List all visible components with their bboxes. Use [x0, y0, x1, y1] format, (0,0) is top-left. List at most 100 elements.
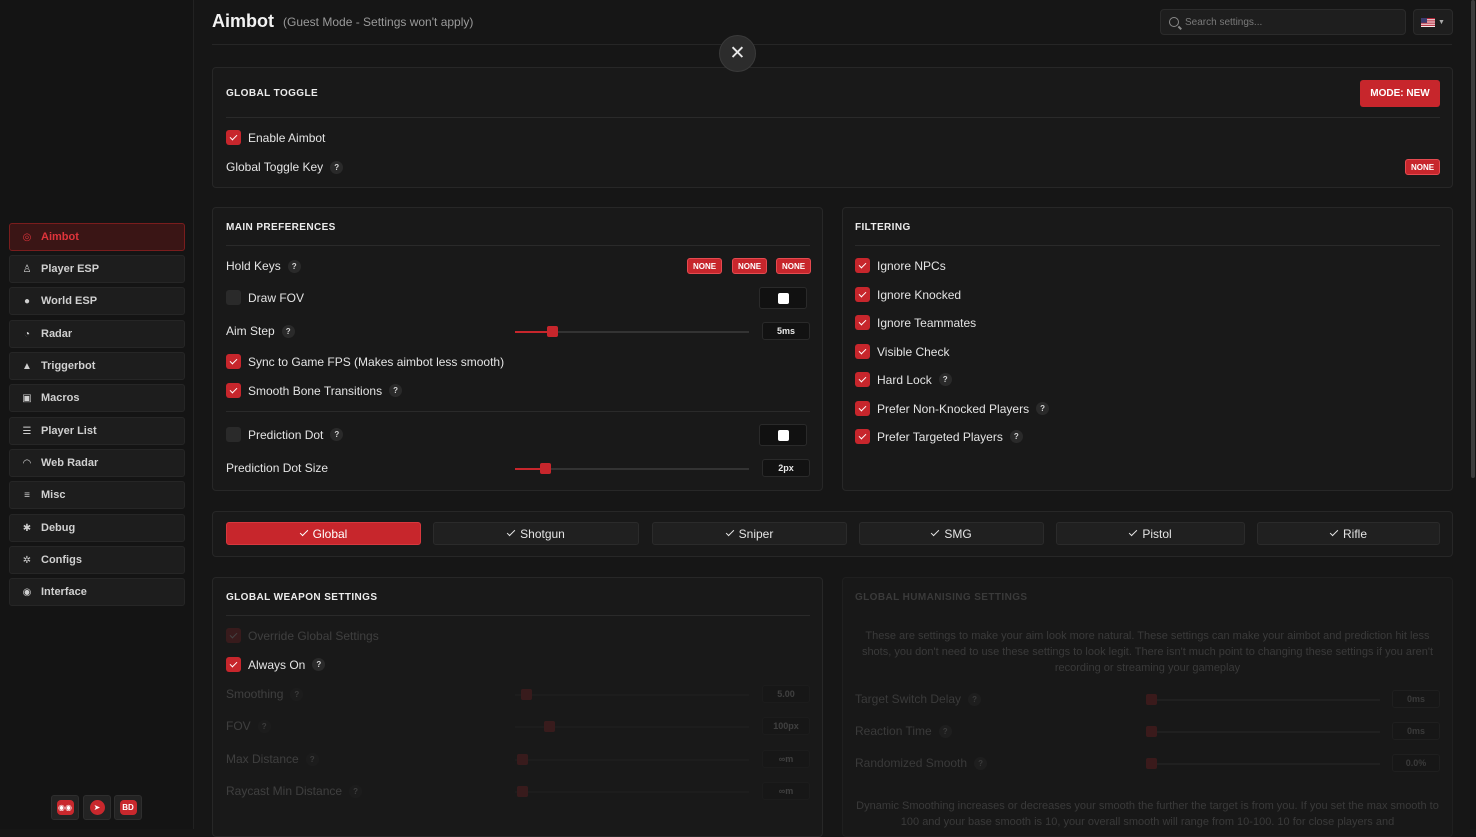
raycast-slider[interactable] — [515, 786, 749, 797]
hold-key-2-button[interactable]: NONE — [732, 258, 768, 274]
slider-fill — [515, 468, 545, 470]
discord-button[interactable]: ◉◉ — [51, 795, 79, 820]
mode-button[interactable]: MODE: NEW — [1360, 80, 1440, 107]
sidebar-item-macros[interactable]: ▣ Macros — [9, 384, 185, 412]
sidebar-item-player-esp[interactable]: ♙ Player ESP — [9, 255, 185, 283]
slider-knob[interactable] — [1146, 726, 1157, 737]
help-icon[interactable]: ? — [389, 384, 403, 397]
reaction-time-slider[interactable] — [1146, 726, 1380, 737]
draw-fov-checkbox[interactable] — [226, 290, 241, 305]
tab-global[interactable]: Global — [226, 522, 421, 545]
override-global-checkbox[interactable] — [226, 628, 241, 643]
fov-value[interactable]: 100px — [762, 717, 810, 735]
slider-knob[interactable] — [540, 463, 551, 474]
smoothing-value[interactable]: 5.00 — [762, 685, 810, 703]
smooth-bone-checkbox[interactable] — [226, 383, 241, 398]
sidebar-item-aimbot[interactable]: ◎ Aimbot — [9, 223, 185, 251]
slider-knob[interactable] — [547, 326, 558, 337]
telegram-button[interactable]: ➤ — [83, 795, 111, 820]
tab-smg[interactable]: SMG — [859, 522, 1044, 545]
ignore-npcs-checkbox[interactable] — [855, 258, 870, 273]
visible-check-checkbox[interactable] — [855, 344, 870, 359]
target-switch-value[interactable]: 0ms — [1392, 690, 1440, 708]
close-button[interactable]: ✕ — [719, 35, 756, 72]
help-icon[interactable]: ? — [330, 428, 344, 441]
reaction-time-value[interactable]: 0ms — [1392, 722, 1440, 740]
max-distance-value[interactable]: ∞m — [762, 750, 810, 768]
sidebar-item-debug[interactable]: ✱ Debug — [9, 514, 185, 542]
help-icon[interactable]: ? — [287, 259, 301, 273]
help-icon[interactable]: ? — [330, 160, 344, 174]
sync-fps-checkbox[interactable] — [226, 354, 241, 369]
hold-key-1-button[interactable]: NONE — [687, 258, 723, 274]
help-icon[interactable]: ? — [281, 324, 295, 338]
randomized-smooth-slider[interactable] — [1146, 758, 1380, 769]
help-icon[interactable]: ? — [290, 687, 304, 701]
search-box[interactable] — [1160, 9, 1406, 35]
sidebar-item-triggerbot[interactable]: ▲ Triggerbot — [9, 352, 185, 380]
aim-step-slider[interactable] — [515, 326, 749, 337]
raycast-value[interactable]: ∞m — [762, 782, 810, 800]
slider-knob[interactable] — [521, 689, 532, 700]
ignore-teammates-checkbox[interactable] — [855, 315, 870, 330]
ignore-knocked-checkbox[interactable] — [855, 287, 870, 302]
bd-button[interactable]: BD — [114, 795, 142, 820]
prediction-dot-color-picker[interactable] — [759, 424, 807, 446]
filter-label: Prefer Targeted Players — [877, 429, 1003, 444]
sidebar-item-web-radar[interactable]: ◠ Web Radar — [9, 449, 185, 477]
bd-icon: BD — [119, 800, 137, 815]
tab-sniper[interactable]: Sniper — [652, 522, 847, 545]
prediction-dot-checkbox[interactable] — [226, 427, 241, 442]
tab-rifle[interactable]: Rifle — [1257, 522, 1440, 545]
global-toggle-key-button[interactable]: NONE — [1405, 159, 1441, 175]
sidebar-item-misc[interactable]: ≡ Misc — [9, 481, 185, 509]
help-icon[interactable]: ? — [1009, 430, 1023, 443]
hold-key-3-button[interactable]: NONE — [776, 258, 812, 274]
fov-color-picker[interactable] — [759, 287, 807, 309]
fov-slider[interactable] — [515, 721, 749, 732]
smoothing-row: Smoothing? — [226, 687, 304, 701]
help-icon[interactable]: ? — [305, 752, 319, 766]
search-input[interactable] — [1185, 16, 1385, 28]
prediction-dot-size-slider[interactable] — [515, 463, 749, 474]
enable-aimbot-checkbox[interactable] — [226, 130, 241, 145]
help-icon[interactable]: ? — [974, 756, 988, 770]
hard-lock-checkbox[interactable] — [855, 372, 870, 387]
help-icon[interactable]: ? — [1036, 402, 1050, 415]
max-distance-slider[interactable] — [515, 754, 749, 765]
slider-knob[interactable] — [517, 754, 528, 765]
language-select[interactable]: ▼ — [1413, 9, 1453, 35]
robot-icon: ▣ — [22, 392, 32, 404]
always-on-checkbox[interactable] — [226, 657, 241, 672]
tab-pistol[interactable]: Pistol — [1056, 522, 1245, 545]
help-icon[interactable]: ? — [938, 724, 952, 738]
target-switch-slider[interactable] — [1146, 694, 1380, 705]
scrollbar-thumb[interactable] — [1471, 0, 1475, 478]
sidebar-item-player-list[interactable]: ☰ Player List — [9, 417, 185, 445]
header-divider — [212, 44, 1452, 45]
tab-shotgun[interactable]: Shotgun — [433, 522, 639, 545]
sidebar-item-world-esp[interactable]: ● World ESP — [9, 287, 185, 315]
prefer-targeted-checkbox[interactable] — [855, 429, 870, 444]
smoothing-slider[interactable] — [515, 689, 749, 700]
aim-step-value[interactable]: 5ms — [762, 322, 810, 340]
scrollbar[interactable] — [1470, 0, 1476, 829]
slider-knob[interactable] — [517, 786, 528, 797]
sidebar-item-configs[interactable]: ✲ Configs — [9, 546, 185, 574]
slider-knob[interactable] — [1146, 694, 1157, 705]
prefer-non-knocked-checkbox[interactable] — [855, 401, 870, 416]
trigger-icon: ▲ — [22, 360, 32, 372]
prediction-dot-size-value[interactable]: 2px — [762, 459, 810, 477]
help-icon[interactable]: ? — [257, 719, 271, 733]
slider-knob[interactable] — [1146, 758, 1157, 769]
chevron-down-icon: ▼ — [1438, 18, 1445, 26]
sidebar-item-interface[interactable]: ◉ Interface — [9, 578, 185, 606]
help-icon[interactable]: ? — [968, 692, 982, 706]
help-icon[interactable]: ? — [349, 784, 363, 798]
help-icon[interactable]: ? — [938, 373, 952, 386]
help-icon[interactable]: ? — [312, 658, 326, 671]
slider-knob[interactable] — [544, 721, 555, 732]
randomized-smooth-value[interactable]: 0.0% — [1392, 754, 1440, 772]
sidebar-item-radar[interactable]: ◔ Radar — [9, 320, 185, 348]
sidebar-item-label: Aimbot — [41, 231, 79, 243]
